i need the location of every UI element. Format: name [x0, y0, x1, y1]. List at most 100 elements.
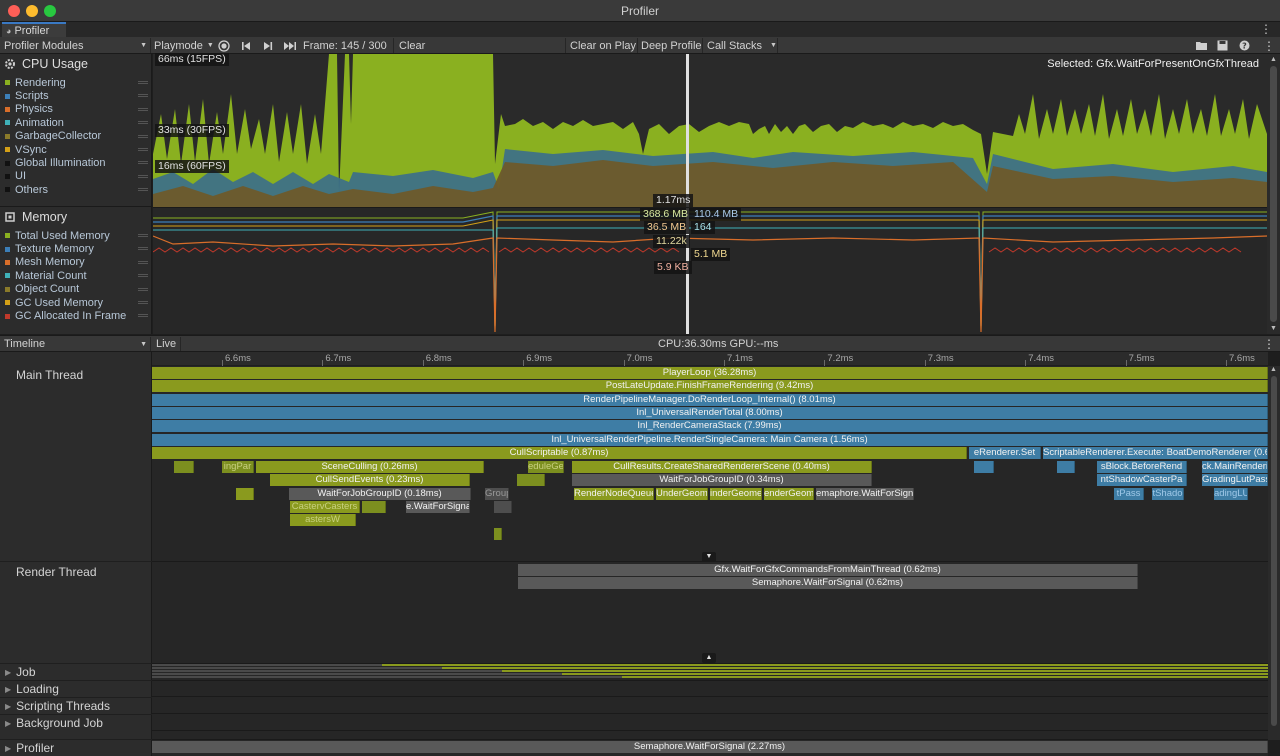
collapse-render-thread-icon[interactable]: ▲	[702, 653, 716, 663]
drag-handle-icon[interactable]	[138, 161, 148, 165]
thread-group-profiler[interactable]: ▶ Profiler	[0, 739, 152, 756]
cpu-legend-item[interactable]: Animation	[5, 116, 148, 129]
sample-cullsendevents[interactable]: CullSendEvents (0.23ms)	[270, 474, 470, 486]
memory-legend-item[interactable]: Object Count	[5, 283, 148, 296]
thread-main[interactable]: Main Thread	[16, 368, 84, 382]
timeline-scrollbar[interactable]: ▲	[1268, 366, 1280, 740]
sample-cullscriptable[interactable]: CullScriptable (0.87ms)	[152, 447, 967, 459]
scroll-up-icon[interactable]: ▲	[1270, 366, 1277, 373]
sample-undergeom-2[interactable]: inderGeome	[710, 488, 762, 500]
memory-legend-item[interactable]: Material Count	[5, 269, 148, 282]
cpu-legend-item[interactable]: UI	[5, 170, 148, 183]
drag-handle-icon[interactable]	[138, 247, 148, 251]
sample-postlateupdate[interactable]: PostLateUpdate.FinishFrameRendering (9.4…	[152, 380, 1268, 392]
drag-handle-icon[interactable]	[138, 107, 148, 111]
modules-scroll-thumb[interactable]	[1270, 66, 1277, 322]
sample-undergeom-1[interactable]: UnderGeom	[656, 488, 708, 500]
sample-rendercamerastack[interactable]: Inl_RenderCameraStack (7.99ms)	[152, 420, 1268, 432]
timeline-content[interactable]: PlayerLoop (36.28ms) PostLateUpdate.Fini…	[152, 366, 1268, 756]
cpu-legend-item[interactable]: Others	[5, 183, 148, 196]
sample-waitforjobgroup-018[interactable]: WaitForJobGroupID (0.18ms)	[289, 488, 471, 500]
cpu-legend-item[interactable]: VSync	[5, 143, 148, 156]
sample-asters-w[interactable]: astersW	[290, 514, 356, 526]
cpu-legend-item[interactable]: Scripts	[5, 89, 148, 102]
last-frame-button[interactable]	[283, 37, 297, 54]
drag-handle-icon[interactable]	[138, 300, 148, 304]
memory-legend-item[interactable]: GC Used Memory	[5, 296, 148, 309]
maximize-window-button[interactable]	[44, 5, 56, 17]
drag-handle-icon[interactable]	[138, 188, 148, 192]
sample-renderpipelinemanager[interactable]: RenderPipelineManager.DoRenderLoop_Inter…	[152, 394, 1268, 406]
sample-playerloop[interactable]: PlayerLoop (36.28ms)	[152, 367, 1268, 379]
sample-group[interactable]: Group	[485, 488, 509, 500]
drag-handle-icon[interactable]	[138, 234, 148, 237]
sample-dulegeo[interactable]: eduleGeo	[528, 461, 564, 473]
drag-handle-icon[interactable]	[138, 274, 148, 278]
clear-button[interactable]: Clear	[399, 39, 426, 52]
view-mode-dropdown[interactable]: Timeline ▼	[4, 336, 150, 352]
playmode-target-dropdown[interactable]: Playmode ▼	[154, 37, 214, 54]
help-button[interactable]: ?	[1239, 37, 1250, 54]
drag-handle-icon[interactable]	[138, 94, 148, 98]
thread-group-loading[interactable]: ▶ Loading	[0, 680, 152, 697]
cpu-usage-module-header[interactable]: CPU Usage	[4, 57, 88, 71]
minimize-window-button[interactable]	[26, 5, 38, 17]
cpu-legend-item[interactable]: GarbageCollector	[5, 130, 148, 143]
sample-gfx-wait[interactable]: Gfx.WaitForGfxCommandsFromMainThread (0.…	[518, 564, 1138, 576]
sample-profiler-semaphore[interactable]: Semaphore.WaitForSignal (2.27ms)	[152, 741, 1268, 753]
sample-sceneculling[interactable]: SceneCulling (0.26ms)	[256, 461, 484, 473]
cpu-legend-item[interactable]: Global Illumination	[5, 156, 148, 169]
memory-module-header[interactable]: Memory	[4, 210, 67, 224]
drag-handle-icon[interactable]	[138, 121, 148, 125]
window-menu-icon[interactable]: ⋮	[1260, 22, 1272, 36]
time-ruler[interactable]: 6.6ms 6.7ms 6.8ms 6.9ms 7.0ms 7.1ms 7.2ms 7.3ms…	[152, 352, 1268, 366]
cpu-usage-chart[interactable]: 66ms (15FPS) 33ms (30FPS) 16ms (60FPS) S…	[153, 53, 1267, 207]
memory-legend-item[interactable]: GC Allocated In Frame	[5, 309, 148, 322]
collapse-main-thread-icon[interactable]: ▼	[702, 552, 716, 562]
sample-shadowcaster[interactable]: ntShadowCasterPa	[1097, 474, 1187, 486]
sample-waitforjobgroup-034[interactable]: WaitForJobGroupID (0.34ms)	[572, 474, 872, 486]
sample-castercasters[interactable]: CastervCasters	[290, 501, 360, 513]
timeline-menu-icon[interactable]: ⋮	[1263, 337, 1275, 351]
thread-group-job[interactable]: ▶ Job	[0, 663, 152, 680]
record-button[interactable]	[218, 37, 230, 54]
tab-profiler[interactable]: ◕ Profiler	[2, 22, 66, 37]
sample-rendernodequeue[interactable]: RenderNodeQueue (0	[574, 488, 654, 500]
sample-rendersinglecamera[interactable]: Inl_UniversalRenderPipeline.RenderSingle…	[152, 434, 1268, 446]
save-button[interactable]	[1217, 37, 1228, 54]
modules-scrollbar[interactable]: ▲ ▼	[1267, 54, 1280, 334]
cpu-legend-item[interactable]: Physics	[5, 103, 148, 116]
load-button[interactable]	[1195, 37, 1208, 54]
drag-handle-icon[interactable]	[138, 147, 148, 151]
drag-handle-icon[interactable]	[138, 314, 148, 318]
sample-tpass[interactable]: tPass	[1114, 488, 1144, 500]
deep-profile-toggle[interactable]: Deep Profile	[641, 39, 702, 52]
thread-group-background[interactable]: ▶ Background Job	[0, 714, 152, 731]
drag-handle-icon[interactable]	[138, 134, 148, 138]
live-toggle[interactable]: Live	[156, 338, 177, 350]
thread-group-scripting[interactable]: ▶ Scripting Threads	[0, 697, 152, 714]
close-window-button[interactable]	[8, 5, 20, 17]
cpu-legend-item[interactable]: Rendering	[5, 76, 148, 89]
sample-semaphore-wait[interactable]: emaphore.WaitForSignal (0.1	[816, 488, 914, 500]
sample-block-beforerend[interactable]: sBlock.BeforeRend	[1097, 461, 1187, 473]
drag-handle-icon[interactable]	[138, 287, 148, 291]
sample-gradinglut[interactable]: GradingLutPass	[1202, 474, 1268, 486]
timeline-scroll-thumb[interactable]	[1271, 376, 1277, 726]
sample-render-semaphore[interactable]: Semaphore.WaitForSignal (0.62ms)	[518, 577, 1138, 589]
sample-adinglu[interactable]: adingLU	[1214, 488, 1248, 500]
sample-ringpar[interactable]: ingPar	[222, 461, 254, 473]
thread-render[interactable]: Render Thread	[16, 565, 97, 579]
memory-chart[interactable]: 368.6 MB 110.4 MB 36.5 MB 164 11.22k 5.1…	[153, 208, 1267, 334]
memory-legend-item[interactable]: Total Used Memory	[5, 229, 148, 242]
profiler-modules-dropdown[interactable]: Profiler Modules ▼	[4, 37, 150, 54]
clear-on-play-toggle[interactable]: Clear on Play	[570, 39, 637, 52]
sample-scriptablerenderer-execute[interactable]: ScriptableRenderer.Execute: BoatDemoRend…	[1043, 447, 1268, 459]
next-frame-button[interactable]	[262, 37, 274, 54]
first-frame-button[interactable]	[240, 37, 252, 54]
drag-handle-icon[interactable]	[138, 81, 148, 84]
sample-e-waitforsignal[interactable]: e.WaitForSigna	[406, 501, 470, 513]
scroll-down-icon[interactable]: ▼	[1270, 325, 1277, 332]
scroll-up-icon[interactable]: ▲	[1270, 56, 1277, 63]
memory-legend-item[interactable]: Mesh Memory	[5, 256, 148, 269]
